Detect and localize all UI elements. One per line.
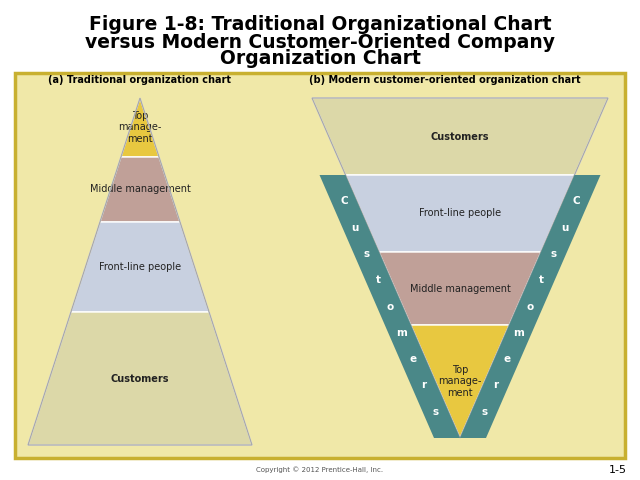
Text: e: e bbox=[409, 354, 416, 364]
Text: Top
manage-
ment: Top manage- ment bbox=[438, 365, 482, 398]
Text: Front-line people: Front-line people bbox=[99, 262, 181, 272]
Text: t: t bbox=[376, 275, 381, 285]
Text: m: m bbox=[513, 328, 524, 338]
Text: s: s bbox=[364, 249, 370, 259]
Text: Customers: Customers bbox=[431, 132, 489, 142]
Text: o: o bbox=[527, 301, 534, 312]
Text: C: C bbox=[572, 196, 580, 206]
Text: s: s bbox=[481, 407, 488, 417]
Text: (b) Modern customer-oriented organization chart: (b) Modern customer-oriented organizatio… bbox=[309, 75, 581, 85]
Polygon shape bbox=[460, 175, 600, 438]
Text: Copyright © 2012 Prentice-Hall, Inc.: Copyright © 2012 Prentice-Hall, Inc. bbox=[257, 467, 383, 473]
Polygon shape bbox=[319, 175, 460, 438]
Polygon shape bbox=[100, 157, 180, 222]
Text: 1-5: 1-5 bbox=[609, 465, 627, 475]
Text: Figure 1-8: Traditional Organizational Chart: Figure 1-8: Traditional Organizational C… bbox=[89, 15, 551, 35]
Text: t: t bbox=[539, 275, 544, 285]
Text: Middle management: Middle management bbox=[90, 184, 191, 194]
Text: u: u bbox=[352, 223, 359, 233]
Text: Top
manage-
ment: Top manage- ment bbox=[118, 111, 162, 144]
Text: Organization Chart: Organization Chart bbox=[220, 49, 420, 69]
Text: s: s bbox=[550, 249, 556, 259]
Text: (a) Traditional organization chart: (a) Traditional organization chart bbox=[49, 75, 232, 85]
Text: Middle management: Middle management bbox=[410, 284, 511, 293]
Text: Customers: Customers bbox=[111, 373, 169, 384]
FancyBboxPatch shape bbox=[15, 73, 625, 458]
Text: s: s bbox=[433, 407, 438, 417]
Polygon shape bbox=[312, 98, 608, 175]
Polygon shape bbox=[411, 325, 509, 438]
Text: Front-line people: Front-line people bbox=[419, 208, 501, 218]
Text: r: r bbox=[422, 380, 427, 390]
Text: o: o bbox=[386, 301, 394, 312]
Polygon shape bbox=[71, 222, 209, 312]
Text: versus Modern Customer-Oriented Company: versus Modern Customer-Oriented Company bbox=[85, 33, 555, 51]
Polygon shape bbox=[121, 98, 159, 157]
Polygon shape bbox=[379, 252, 541, 325]
Text: r: r bbox=[493, 380, 499, 390]
Polygon shape bbox=[28, 312, 252, 445]
Text: e: e bbox=[504, 354, 511, 364]
Text: m: m bbox=[396, 328, 406, 338]
Text: u: u bbox=[561, 223, 568, 233]
Text: C: C bbox=[340, 196, 348, 206]
Polygon shape bbox=[346, 175, 575, 252]
